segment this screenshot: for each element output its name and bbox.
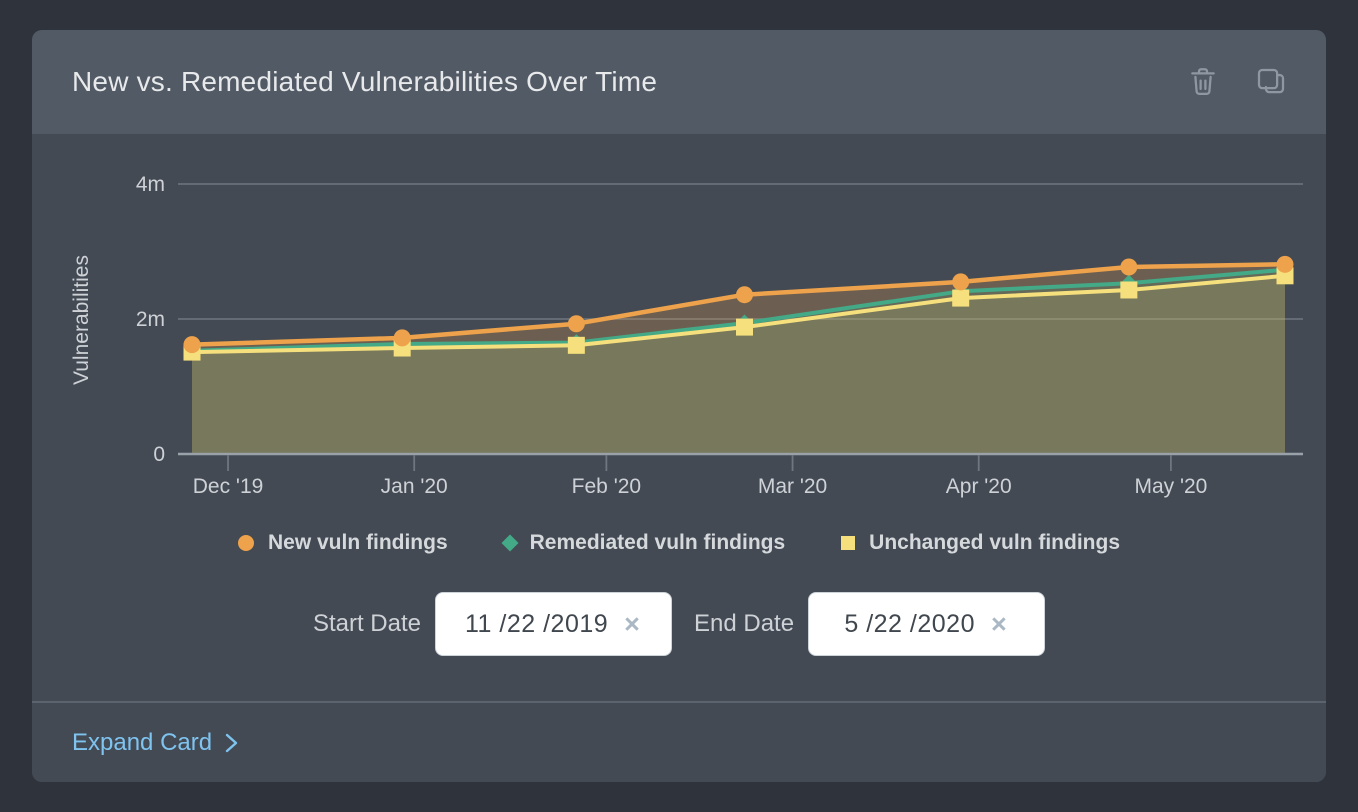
card-body: Dec '19 Jan '20 Feb '20 Mar '20 Apr '20 May '… (32, 134, 1326, 701)
copy-icon (1257, 68, 1285, 94)
end-date-input[interactable]: 5 /22 /2020 × (808, 592, 1046, 656)
data-point-square (952, 289, 970, 307)
legend-item-remediated-vuln-findings[interactable]: Remediated vuln findings (501, 531, 786, 555)
start-date-value: 11 /22 /2019 (465, 609, 609, 638)
data-point-circle (736, 286, 754, 304)
legend-marker-circle (237, 535, 254, 551)
legend-item-new-vuln-findings[interactable]: New vuln findings (237, 531, 448, 555)
data-point-circle (1276, 255, 1294, 273)
clone-card-button[interactable] (1250, 61, 1292, 103)
expand-card-link[interactable]: Expand Card (72, 729, 239, 757)
data-point-square (736, 318, 754, 336)
data-point-circle (393, 329, 411, 347)
series-area-diamond (192, 269, 1285, 454)
trash-icon (1191, 68, 1215, 96)
start-date-clear-button[interactable]: × (624, 608, 640, 639)
data-point-circle (1120, 258, 1138, 276)
chart-svg: Dec '19 Jan '20 Feb '20 Mar '20 Apr '20 May '… (70, 173, 1303, 498)
delete-card-button[interactable] (1182, 61, 1224, 103)
vulnerabilities-over-time-card: New vs. Remediated Vulnerabilities Over … (32, 30, 1326, 782)
data-point-circle (952, 273, 970, 291)
end-date-value: 5 /22 /2020 (844, 609, 975, 638)
x-tick-label: Feb '20 (572, 475, 641, 498)
x-tick-label: Dec '19 (193, 475, 264, 498)
card-title: New vs. Remediated Vulnerabilities Over … (72, 66, 658, 97)
start-date-label: Start Date (312, 610, 421, 637)
y-tick-label: 2m (136, 308, 165, 331)
legend-label: Unchanged vuln findings (869, 531, 1121, 554)
x-tick-label: Apr '20 (946, 475, 1012, 498)
card-header: New vs. Remediated Vulnerabilities Over … (32, 30, 1326, 134)
date-filter-row: Start Date 11 /22 /2019 × End Date 5 /22… (32, 592, 1326, 656)
series-area-square (192, 275, 1285, 454)
start-date-input[interactable]: 11 /22 /2019 × (434, 592, 672, 656)
chart-legend: New vuln findings Remediated vuln findin… (32, 506, 1326, 580)
data-point-square (1120, 281, 1138, 299)
legend-marker-diamond (501, 534, 519, 552)
card-footer: Expand Card (32, 701, 1326, 782)
series-area-circle (192, 264, 1285, 454)
data-point-circle (567, 315, 585, 333)
card-actions (1182, 61, 1292, 103)
legend-label: Remediated vuln findings (529, 531, 786, 554)
expand-card-label: Expand Card (72, 728, 213, 756)
chart-area: Dec '19 Jan '20 Feb '20 Mar '20 Apr '20 May '… (32, 134, 1326, 506)
chevron-right-icon (225, 733, 238, 752)
x-tick-label: Jan '20 (381, 475, 448, 498)
x-tick-label: May '20 (1134, 475, 1207, 498)
data-point-circle (183, 336, 201, 354)
legend-item-unchanged-vuln-findings[interactable]: Unchanged vuln findings (841, 531, 1120, 555)
end-date-clear-button[interactable]: × (990, 608, 1007, 639)
y-tick-label: 0 (153, 443, 165, 466)
data-point-square (567, 336, 585, 354)
legend-label: New vuln findings (267, 531, 448, 554)
y-axis-title: Vulnerabilities (70, 255, 93, 385)
x-tick-label: Mar '20 (758, 475, 827, 498)
end-date-label: End Date (693, 610, 795, 637)
y-tick-label: 4m (136, 173, 165, 196)
legend-marker-square (841, 536, 856, 550)
